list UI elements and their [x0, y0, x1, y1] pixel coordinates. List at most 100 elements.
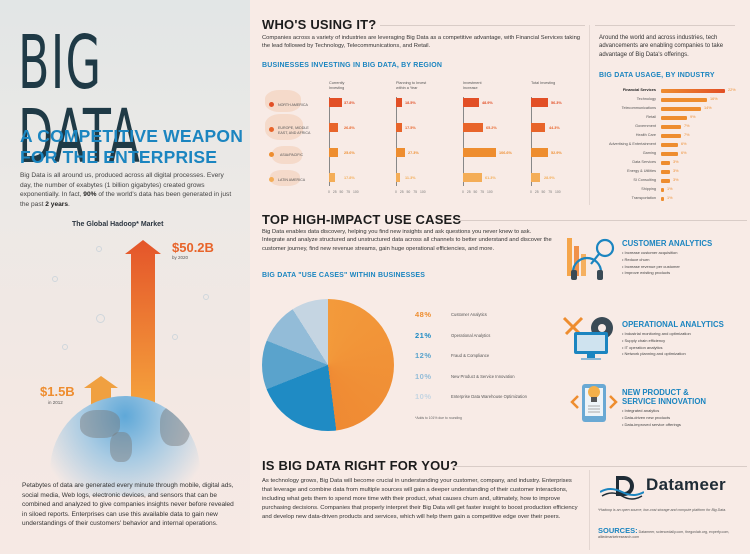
- operational-analytics-list: • Industrial monitoring and optimization…: [622, 331, 691, 358]
- industry-value: 16%: [710, 97, 718, 101]
- list-item: • Data-improved service offerings: [622, 421, 681, 427]
- subtitle: A COMPETITIVE WEAPON FOR THE ENTERPRISE: [20, 126, 243, 168]
- hadoop-2012-label: in 2012: [48, 400, 63, 405]
- industry-row: SI Consulting 3%: [598, 177, 748, 184]
- industry-value: 1%: [667, 196, 673, 200]
- bar: [661, 115, 687, 120]
- intro-years: 2 years: [45, 200, 69, 208]
- decorative-dot-icon: [62, 344, 68, 350]
- industry-row: Gaming 6%: [598, 150, 748, 157]
- asia-map-icon: [272, 146, 302, 164]
- industry-label: SI Consulting: [633, 178, 656, 182]
- growth-arrow-2020-icon: [125, 240, 161, 405]
- column-header: Currently Investing: [329, 81, 345, 90]
- industry-label: Shipping: [641, 187, 656, 191]
- list-item: • Integrated analytics: [622, 408, 660, 413]
- hadoop-2020-value: $50.2B: [172, 240, 214, 255]
- bar: [396, 173, 400, 182]
- title-line: SERVICE INNOVATION: [622, 397, 707, 406]
- bar: [531, 98, 548, 107]
- industry-row: Advertising & Entertainment 6%: [598, 141, 748, 148]
- divider: [457, 220, 747, 221]
- pie-note: *Adds to 101% due to rounding: [415, 416, 462, 420]
- bar: [463, 123, 483, 132]
- left-panel: BIG DATA A COMPETITIVE WEAPON FOR THE EN…: [0, 0, 250, 554]
- bar-value: 26.8%: [344, 126, 355, 130]
- bar-value: 17.5%: [405, 126, 416, 130]
- datameer-logo-text: Datameer: [646, 475, 726, 494]
- industry-label: Retail: [646, 115, 656, 119]
- industry-row: Retail 9%: [598, 114, 748, 121]
- intro-text: Big Data is all around us, produced acro…: [20, 172, 224, 199]
- bar-value: 27.3%: [408, 151, 419, 155]
- bar-value: 28.9%: [544, 176, 555, 180]
- bar: [329, 173, 335, 182]
- legend-label: New Product & Service Innovation: [451, 374, 515, 379]
- bar: [329, 98, 342, 107]
- industry-row: Technology 16%: [598, 96, 748, 103]
- axis-line: [396, 97, 397, 186]
- bar: [329, 148, 338, 157]
- sources-label: SOURCES:: [598, 526, 638, 535]
- industry-row: Transportation 1%: [598, 195, 748, 202]
- sources-text: Datameer, sciencedaily.com, thegovlab.or…: [598, 530, 730, 540]
- right-for-you-heading: IS BIG DATA RIGHT FOR YOU?: [262, 458, 459, 473]
- intro-paragraph: Big Data is all around us, produced acro…: [20, 171, 235, 209]
- main-title: BIG DATA: [18, 20, 142, 180]
- pie-chart-title: BIG DATA "USE CASES" WITHIN BUSINESSES: [262, 272, 426, 279]
- use-cases-paragraph: Big Data enables data discovery, helping…: [262, 229, 552, 252]
- industry-row: Data Services 3%: [598, 159, 748, 166]
- region-dot-icon: [269, 127, 274, 132]
- tablet-lightbulb-icon: [570, 384, 618, 422]
- tools-gear-monitor-icon: [562, 316, 613, 360]
- bar-value: 44.3%: [549, 126, 560, 130]
- divider: [380, 25, 585, 26]
- bar-value: 11.3%: [405, 176, 416, 180]
- industry-paragraph: Around the world and across industries, …: [599, 35, 724, 58]
- column-header: Planning to Invest within a Year: [396, 81, 427, 90]
- latin-america-map-icon: [270, 170, 300, 186]
- industry-label: Financial Services: [622, 88, 656, 92]
- bar-value: 18.5%: [405, 101, 416, 105]
- list-item: • Industrial monitoring and optimization: [622, 331, 691, 336]
- industry-value: 9%: [690, 115, 696, 119]
- bar: [329, 123, 338, 132]
- list-item: • Increase revenue per customer: [622, 263, 680, 269]
- industry-row: Shipping 1%: [598, 186, 748, 193]
- decorative-dot-icon: [96, 246, 102, 252]
- axis-ticks: 0 25 50 75 100: [328, 190, 359, 194]
- industry-label: Government: [635, 124, 656, 128]
- divider: [452, 466, 747, 467]
- bar: [661, 169, 670, 174]
- region-label: NORTH AMERICA: [278, 103, 308, 107]
- region-chart-title: BUSINESSES INVESTING IN BIG DATA, BY REG…: [262, 62, 443, 69]
- decorative-dot-icon: [96, 314, 105, 323]
- whos-using-heading: WHO'S USING IT?: [262, 17, 377, 32]
- column-header: Total Investing: [531, 81, 556, 85]
- legend-percent: 48%: [415, 310, 432, 319]
- list-item: • Data-driven new products: [622, 414, 671, 420]
- industry-value: 7%: [684, 133, 690, 137]
- industry-row: Telecommunications 14%: [598, 105, 748, 112]
- whos-using-paragraph: Companies across a variety of industries…: [262, 35, 581, 50]
- bar: [661, 88, 725, 93]
- industry-chart-title: BIG DATA USAGE, BY INDUSTRY: [599, 72, 715, 79]
- bar: [531, 123, 545, 132]
- decorative-dot-icon: [203, 294, 209, 300]
- industry-value: 3%: [673, 160, 679, 164]
- bar: [661, 106, 701, 111]
- bar: [531, 148, 548, 157]
- bar: [396, 98, 402, 107]
- hadoop-footnote: *Hadoop is an open source, low-cost stor…: [598, 508, 727, 512]
- bar-value: 25.6%: [344, 151, 355, 155]
- bar: [661, 97, 707, 102]
- bar: [396, 148, 405, 157]
- operational-analytics-title: OPERATIONAL ANALYTICS: [622, 320, 724, 329]
- industry-label: Health Care: [635, 133, 656, 137]
- bar-value: 56.3%: [551, 101, 562, 105]
- axis-line: [329, 97, 330, 186]
- legend-label: Operational Analytics: [451, 333, 491, 338]
- subtitle-line-2: FOR THE ENTERPRISE: [20, 147, 218, 167]
- intro-text: .: [68, 200, 70, 208]
- column-header: Investment Increase: [463, 81, 482, 90]
